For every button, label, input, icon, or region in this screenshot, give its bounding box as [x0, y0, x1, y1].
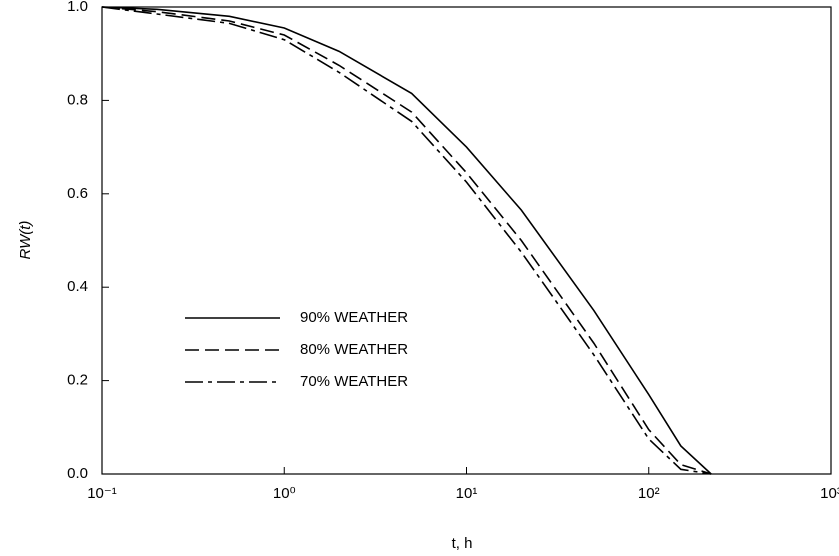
plot-frame — [101, 6, 832, 475]
x-tick-label: 10⁰ — [273, 485, 296, 502]
legend-label: 80% WEATHER — [300, 341, 408, 358]
x-tick-label: 10⁻¹ — [87, 485, 117, 502]
x-tick-label: 10¹ — [456, 485, 478, 502]
legend-label: 90% WEATHER — [300, 309, 408, 326]
x-tick-label: 10² — [638, 485, 660, 502]
y-axis-label: RW(t) — [17, 221, 34, 260]
y-tick-label: 1.0 — [67, 0, 88, 15]
y-tick-label: 0.4 — [67, 278, 88, 295]
x-tick-label: 10³ — [820, 485, 839, 502]
y-tick-label: 0.2 — [67, 372, 88, 389]
y-tick-label: 0.8 — [67, 91, 88, 108]
series-line — [101, 6, 712, 475]
y-tick-label: 0.0 — [67, 465, 88, 482]
series-line — [101, 6, 712, 475]
series-line — [101, 6, 712, 475]
x-axis-label: t, h — [452, 535, 473, 552]
y-tick-label: 0.6 — [67, 185, 88, 202]
legend-label: 70% WEATHER — [300, 373, 408, 390]
